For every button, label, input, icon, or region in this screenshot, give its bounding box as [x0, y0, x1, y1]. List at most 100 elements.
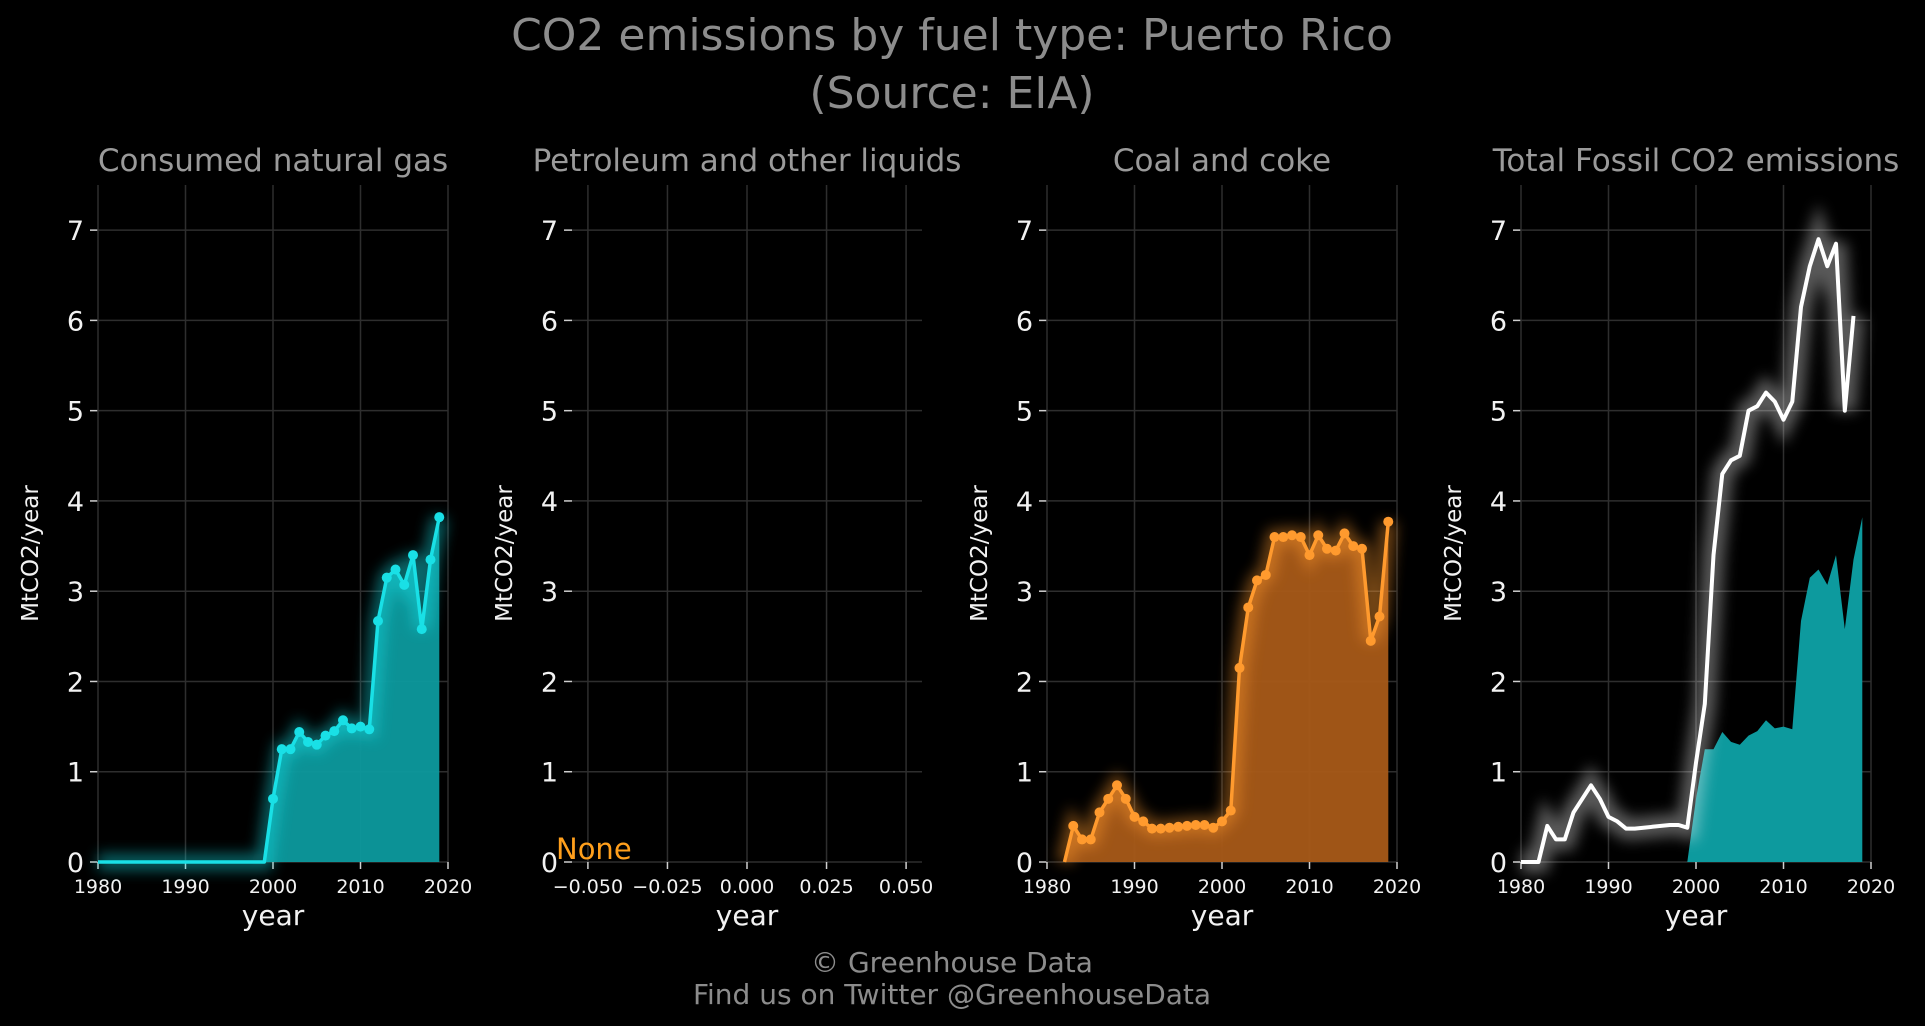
y-tick-label: 6 [1490, 306, 1507, 337]
data-point [1155, 823, 1166, 834]
y-tick-label: 2 [541, 667, 558, 698]
x-tick-label: 1990 [1584, 876, 1632, 898]
credit-line2: Find us on Twitter @GreenhouseData [693, 978, 1211, 1011]
x-tick-label: 2010 [336, 876, 384, 898]
data-point [390, 564, 401, 575]
data-point [1094, 807, 1105, 818]
data-point [329, 726, 340, 737]
y-tick-label: 0 [1016, 848, 1033, 879]
data-point [364, 724, 375, 735]
y-tick-label: 7 [1016, 216, 1033, 247]
total-line [1521, 237, 1856, 864]
data-point [1330, 545, 1341, 556]
data-point [399, 579, 410, 590]
panel-title: Petroleum and other liquids [533, 143, 962, 179]
data-point [434, 512, 445, 523]
panel-2: Petroleum and other liquids 0 1 2 3 4 5 6 7 −0.05… [492, 143, 961, 932]
x-tick-label: 0.050 [879, 876, 933, 898]
panel-title: Coal and coke [1113, 143, 1331, 179]
x-tick-label: 2000 [1198, 876, 1246, 898]
credit-line1: © Greenhouse Data [811, 946, 1093, 979]
y-tick-label: 6 [67, 306, 84, 337]
data-point [1234, 662, 1245, 673]
data-point [1374, 611, 1385, 622]
series-area [1064, 521, 1389, 862]
data-point [373, 615, 383, 626]
y-tick-label: 0 [541, 848, 558, 879]
data-point [1138, 816, 1149, 827]
data-point [1199, 819, 1210, 830]
x-tick-label: 1980 [74, 876, 122, 898]
none-annotation: None [556, 832, 632, 866]
y-tick-label: 2 [67, 667, 84, 698]
data-point [1077, 834, 1087, 845]
data-point [1348, 541, 1359, 552]
y-axis-label: MtCO2/year [967, 485, 993, 622]
y-tick-label: 6 [541, 306, 558, 337]
data-point [1243, 602, 1254, 613]
x-axis-label: year [242, 899, 305, 932]
data-point [1269, 532, 1280, 543]
x-tick-label: 2020 [1373, 876, 1421, 898]
y-tick-label: 1 [1490, 758, 1507, 789]
x-axis-label: year [1665, 899, 1728, 932]
y-tick-label: 4 [541, 487, 558, 518]
y-tick-label: 7 [67, 216, 84, 247]
x-tick-label: 1980 [1023, 876, 1071, 898]
y-tick-label: 5 [1016, 397, 1033, 428]
x-tick-label: 2000 [249, 876, 297, 898]
y-tick-label: 6 [1016, 306, 1033, 337]
y-axis-label: MtCO2/year [1441, 485, 1467, 622]
x-tick-label: 0.000 [720, 876, 774, 898]
data-point [1295, 532, 1306, 543]
data-point [1322, 543, 1332, 554]
y-tick-label: 0 [67, 848, 84, 879]
data-point [1383, 516, 1394, 527]
panel-4: Total Fossil CO2 emissions 0 1 2 3 4 5 6 7 1980 19… [1441, 143, 1899, 932]
panel-3: Coal and coke 0 1 2 3 4 5 6 7 1980 1990 2000 2010 202… [967, 143, 1421, 932]
x-tick-label: 2010 [1285, 876, 1333, 898]
data-point [1304, 550, 1315, 561]
x-tick-label: 2000 [1672, 876, 1720, 898]
data-point [1287, 530, 1297, 541]
x-tick-label: 1980 [1497, 876, 1545, 898]
data-point [408, 550, 418, 561]
data-point [1103, 793, 1114, 804]
x-tick-label: 2020 [424, 876, 472, 898]
y-tick-label: 5 [541, 397, 558, 428]
x-axis-label: year [716, 899, 779, 932]
y-tick-label: 7 [1490, 216, 1507, 247]
x-tick-label: −0.050 [553, 876, 623, 898]
data-point [1278, 532, 1289, 543]
y-tick-label: 1 [1016, 758, 1033, 789]
y-tick-label: 5 [67, 397, 84, 428]
chart-title-line1: CO2 emissions by fuel type: Puerto Rico [511, 10, 1393, 61]
data-point [294, 727, 305, 738]
data-point [1225, 805, 1236, 816]
data-point [1164, 822, 1175, 833]
y-tick-label: 3 [1490, 577, 1507, 608]
data-point [1120, 793, 1131, 804]
y-tick-label: 4 [67, 487, 84, 518]
y-axis-label: MtCO2/year [18, 485, 44, 622]
data-point [303, 736, 313, 747]
y-tick-label: 4 [1016, 487, 1033, 518]
data-point [320, 730, 331, 741]
data-point [425, 554, 436, 565]
x-tick-label: 1990 [161, 876, 209, 898]
y-tick-label: 5 [1490, 397, 1507, 428]
data-point [1068, 820, 1079, 831]
data-point [1182, 820, 1192, 831]
y-tick-label: 3 [67, 577, 84, 608]
x-tick-label: 1990 [1110, 876, 1158, 898]
x-axis-label: year [1191, 899, 1254, 932]
data-point [416, 624, 427, 635]
data-point [1313, 530, 1324, 541]
y-tick-label: 1 [67, 758, 84, 789]
x-tick-label: 2020 [1847, 876, 1895, 898]
data-point [355, 721, 366, 732]
data-point [276, 744, 287, 755]
data-point [1339, 528, 1350, 539]
